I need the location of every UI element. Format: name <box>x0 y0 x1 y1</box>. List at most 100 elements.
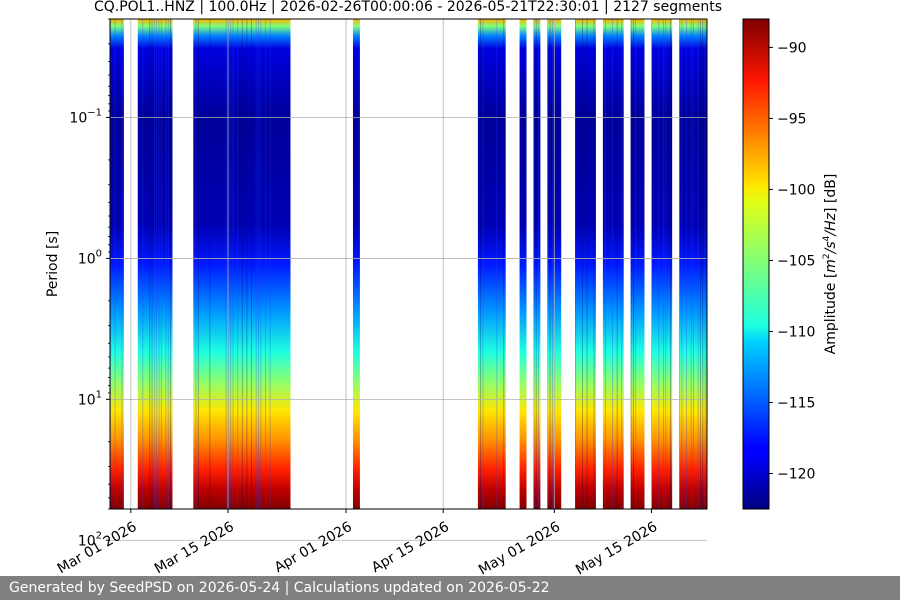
psd-column-texture <box>535 19 537 509</box>
psd-data-segment <box>630 19 645 509</box>
psd-column-texture <box>197 19 199 509</box>
psd-column-texture <box>237 19 239 509</box>
psd-heatmap <box>110 19 707 509</box>
psd-column-texture <box>496 19 498 509</box>
colorbar-tick-label: −110 <box>777 324 815 340</box>
x-axis: Mar 01 2026 Mar 15 2026 Apr 01 2026 Apr 15 … <box>55 509 660 579</box>
psd-column-texture <box>230 19 232 509</box>
psd-column-texture <box>258 19 259 509</box>
psd-column-texture <box>121 19 123 509</box>
psd-data-segment <box>679 19 707 509</box>
colorbar-tick-label: −120 <box>777 466 815 482</box>
psd-column-texture <box>156 19 158 509</box>
colorbar-tick-label: −100 <box>777 182 815 198</box>
psd-column-texture <box>669 19 671 509</box>
psd-column-texture <box>167 19 169 509</box>
psd-column-texture <box>635 19 637 509</box>
psd-column-texture <box>265 19 266 509</box>
psd-column-texture <box>549 19 551 509</box>
psd-column-texture <box>612 19 613 509</box>
psd-column-texture <box>632 19 634 509</box>
psd-data-segment <box>193 19 291 509</box>
x-tick-label: May 01 2026 <box>476 519 563 579</box>
psd-column-texture <box>547 19 549 509</box>
y-tick-label: 101 <box>78 389 102 408</box>
psd-column-texture <box>586 19 588 509</box>
x-tick-label: Apr 15 2026 <box>369 519 452 576</box>
psd-column-texture <box>260 19 262 509</box>
y-axis: 10−1 100 101 102 <box>69 18 110 549</box>
psd-column-texture <box>621 19 623 509</box>
x-tick-label: Apr 01 2026 <box>272 519 355 576</box>
psd-data-gap <box>505 19 520 509</box>
chart-title: CQ.POL1..HNZ | 100.0Hz | 2026-02-26T00:0… <box>94 0 722 15</box>
colorbar-tick-label: −115 <box>777 395 815 411</box>
psd-column-texture <box>160 19 162 509</box>
psd-column-texture <box>690 19 692 509</box>
colorbar <box>742 18 770 510</box>
y-tick-label: 100 <box>78 248 102 267</box>
psd-column-texture <box>149 19 151 509</box>
psd-column-texture <box>533 19 535 509</box>
psd-data-gap <box>672 19 680 509</box>
plot-frame <box>109 18 708 510</box>
psd-column-texture <box>158 19 160 509</box>
psd-column-texture <box>165 19 167 509</box>
psd-column-texture <box>251 19 252 509</box>
psd-column-texture <box>582 19 583 509</box>
psd-data-gap <box>540 19 548 509</box>
psd-column-texture <box>503 19 505 509</box>
psd-column-texture <box>209 19 211 509</box>
psd-data-segment <box>137 19 173 509</box>
psd-column-texture <box>704 19 706 509</box>
psd-data-gap <box>644 19 652 509</box>
psd-column-texture <box>153 19 155 509</box>
psd-column-texture <box>697 19 699 509</box>
psd-column-texture <box>480 19 482 509</box>
colorbar-tick-label: −90 <box>777 40 807 56</box>
psd-column-texture <box>616 19 618 509</box>
psd-column-texture <box>538 19 539 509</box>
psd-column-texture <box>575 19 576 509</box>
y-axis-label: Period [s] <box>45 231 61 297</box>
psd-column-texture <box>269 19 271 509</box>
psd-column-texture <box>170 19 171 509</box>
psd-column-texture <box>702 19 704 509</box>
psd-column-texture <box>679 19 681 509</box>
psd-column-texture <box>665 19 667 509</box>
psd-data-gap <box>561 19 576 509</box>
x-tick-label: Mar 01 2026 <box>55 519 140 577</box>
psd-column-texture <box>195 19 197 509</box>
y-tick-label: 102 <box>78 530 102 549</box>
psd-column-texture <box>693 19 694 509</box>
psd-column-texture <box>225 19 227 509</box>
footer-text: Generated by SeedPSD on 2026-05-24 | Cal… <box>9 580 550 596</box>
psd-column-texture <box>700 19 701 509</box>
psd-data-gap <box>595 19 603 509</box>
psd-column-texture <box>605 19 606 509</box>
psd-data-gap <box>526 19 534 509</box>
psd-column-texture <box>658 19 660 509</box>
psd-data-segment <box>110 19 124 509</box>
psd-column-texture <box>663 19 664 509</box>
psd-data-segment <box>651 19 673 509</box>
y-tick-label: 10−1 <box>69 107 102 126</box>
psd-column-texture <box>142 19 144 509</box>
psd-column-texture <box>246 19 248 509</box>
psd-column-texture <box>681 19 683 509</box>
psd-column-texture <box>551 19 553 509</box>
psd-data-segment <box>352 19 360 509</box>
colorbar-label: Amplitude [m2/s4/Hz] [dB] <box>822 174 839 355</box>
psd-column-texture <box>151 19 153 509</box>
footer-bar: Generated by SeedPSD on 2026-05-24 | Cal… <box>0 576 900 600</box>
psd-column-texture <box>686 19 687 509</box>
colorbar-axis: −90 −95 −100 −105 −110 −115 −120 <box>769 40 815 482</box>
psd-column-texture <box>241 19 243 509</box>
psd-column-texture <box>630 19 632 509</box>
psd-column-texture <box>593 19 595 509</box>
psd-column-texture <box>232 19 234 509</box>
psd-data-segment <box>602 19 624 509</box>
psd-column-texture <box>255 19 257 509</box>
psd-column-texture <box>482 19 484 509</box>
